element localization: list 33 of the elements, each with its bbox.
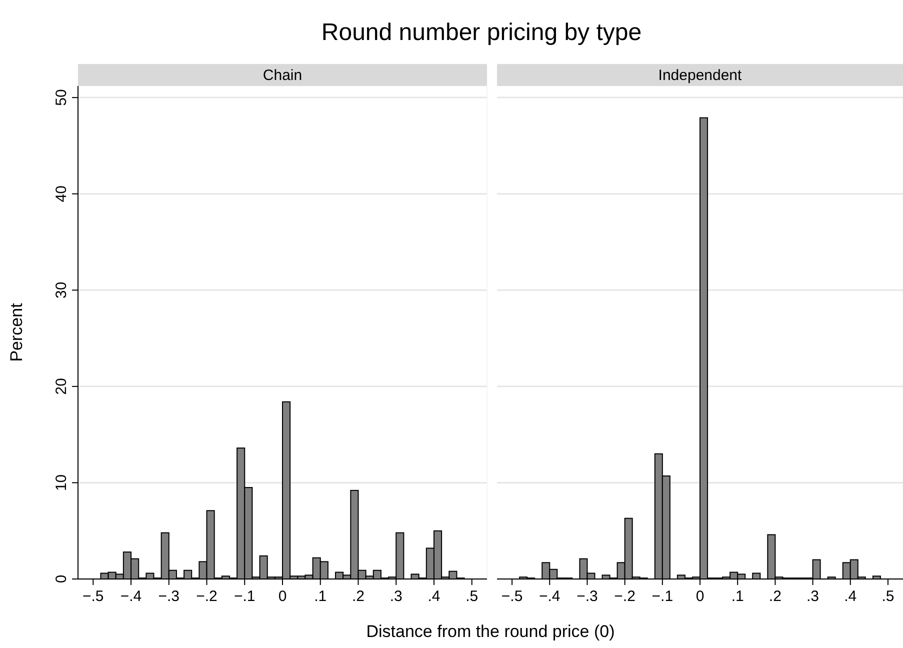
chart-title: Round number pricing by type xyxy=(321,19,642,46)
x-tick-label: .5 xyxy=(466,588,478,605)
chart-subtitle: Independent xyxy=(658,67,743,84)
x-tick-label: .3 xyxy=(390,588,402,605)
x-tick-label: .4 xyxy=(844,588,857,605)
y-tick-label: 0 xyxy=(53,574,70,584)
x-tick-label: −.5 xyxy=(82,588,104,605)
x-tick-label: −.2 xyxy=(614,588,636,605)
x-tick-label: .5 xyxy=(882,588,894,605)
x-tick-label: −.5 xyxy=(501,588,523,605)
x-tick-label: 0 xyxy=(278,588,287,605)
x-tick-label: −.2 xyxy=(196,588,218,605)
x-tick-label: .1 xyxy=(314,588,327,605)
x-tick-label: .3 xyxy=(806,588,820,605)
x-tick-label: −.1 xyxy=(234,588,256,605)
x-tick-label: .2 xyxy=(352,588,364,605)
x-tick-label: −.4 xyxy=(120,588,142,605)
y-tick-label: 50 xyxy=(53,89,70,106)
y-tick-label: 40 xyxy=(53,186,70,202)
x-tick-label: −.3 xyxy=(576,588,598,605)
y-tick-label: 30 xyxy=(53,282,70,298)
x-axis-title: Distance from the round price (0) xyxy=(366,622,615,641)
y-axis-title: Percent xyxy=(7,302,26,362)
y-tick-label: 20 xyxy=(53,378,70,395)
y-tick-label: 10 xyxy=(53,474,70,492)
x-tick-label: .2 xyxy=(768,588,782,605)
x-tick-label: −.1 xyxy=(652,588,674,605)
x-tick-label: .1 xyxy=(731,588,744,605)
x-tick-label: −.3 xyxy=(158,588,180,605)
x-tick-label: −.4 xyxy=(538,588,560,605)
x-tick-label: .4 xyxy=(428,588,440,605)
chart-subtitle: Chain xyxy=(262,67,302,84)
x-tick-label: 0 xyxy=(696,588,704,605)
